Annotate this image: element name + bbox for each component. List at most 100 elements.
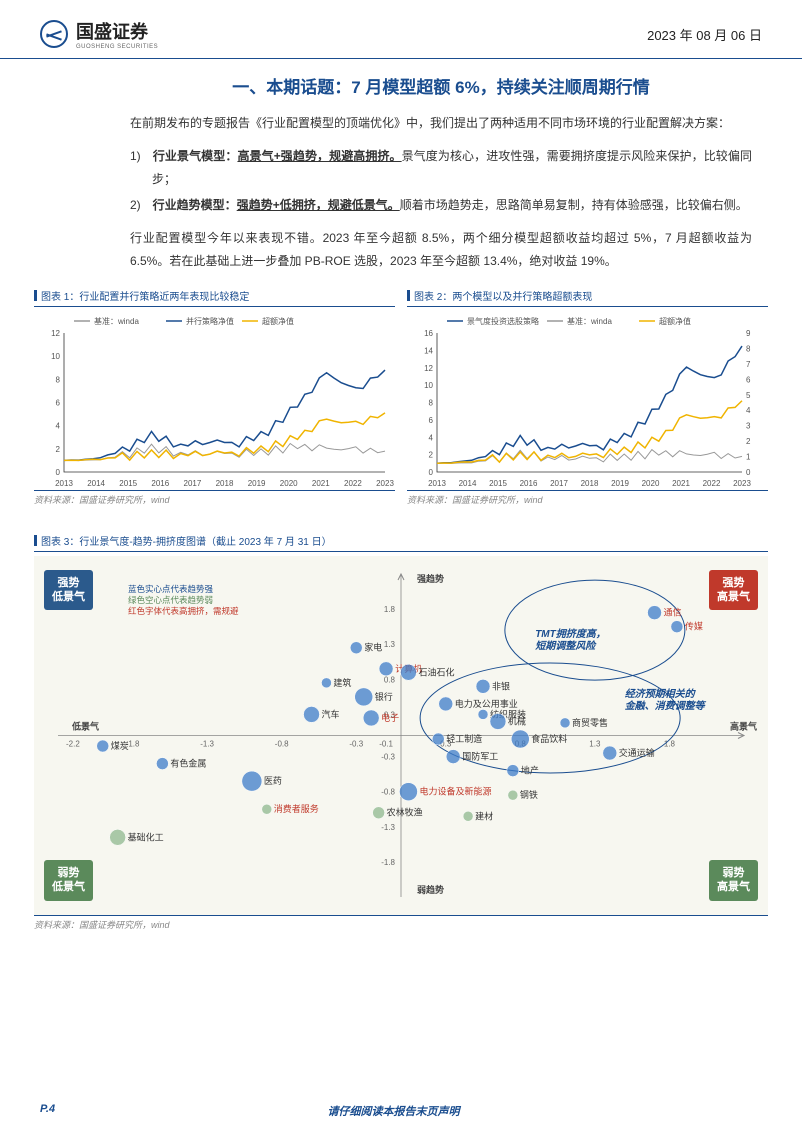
chart3-source: 资料来源：国盛证券研究所，wind xyxy=(34,916,768,931)
svg-text:蓝色实心点代表趋势强: 蓝色实心点代表趋势强 xyxy=(128,584,214,594)
chart3-block: 图表 3：行业景气度-趋势-拥挤度图谱（截止 2023 年 7 月 31 日） … xyxy=(0,506,802,931)
svg-text:家电: 家电 xyxy=(364,642,382,653)
quadrant-label: 强势高景气 xyxy=(709,570,758,611)
svg-text:消费者服务: 消费者服务 xyxy=(274,803,319,814)
svg-text:并行策略净值: 并行策略净值 xyxy=(186,316,234,326)
footer-disclaimer: 请仔细阅读本报告末页声明 xyxy=(328,1103,460,1119)
svg-text:2014: 2014 xyxy=(459,479,477,488)
intro-para: 在前期发布的专题报告《行业配置模型的顶端优化》中，我们提出了两种适用不同市场环境… xyxy=(130,112,752,135)
svg-text:农林牧渔: 农林牧渔 xyxy=(387,807,423,818)
svg-text:TMT拥挤度高，: TMT拥挤度高， xyxy=(535,628,606,640)
svg-text:传媒: 传媒 xyxy=(685,620,703,631)
svg-text:有色金属: 有色金属 xyxy=(170,757,206,768)
svg-text:12: 12 xyxy=(51,329,60,338)
svg-text:4: 4 xyxy=(429,433,434,442)
quadrant-label: 强势低景气 xyxy=(44,570,93,611)
svg-text:2019: 2019 xyxy=(248,479,266,488)
chart1-block: 图表 1：行业配置并行策略近两年表现比较稳定 基准：winda 并行策略净值 超额净… xyxy=(34,285,395,506)
svg-text:景气度投资选股策略: 景气度投资选股策略 xyxy=(467,316,539,326)
charts-row: 图表 1：行业配置并行策略近两年表现比较稳定 基准：winda 并行策略净值 超额净… xyxy=(0,273,802,506)
li1-prefix: 1) xyxy=(130,149,153,163)
svg-text:-0.8: -0.8 xyxy=(275,739,289,748)
svg-text:食品饮料: 食品饮料 xyxy=(531,733,567,744)
svg-text:轻工制造: 轻工制造 xyxy=(446,733,482,744)
svg-text:建筑: 建筑 xyxy=(333,677,351,688)
svg-text:-2.2: -2.2 xyxy=(66,739,80,748)
company-name: 国盛证券 xyxy=(76,18,158,44)
company-sub: GUOSHENG SECURITIES xyxy=(76,44,158,50)
page-number: P.4 xyxy=(40,1103,55,1119)
svg-text:2019: 2019 xyxy=(611,479,629,488)
svg-text:经济预期相关的: 经济预期相关的 xyxy=(625,688,697,700)
svg-text:8: 8 xyxy=(429,398,434,407)
svg-text:煤炭: 煤炭 xyxy=(111,740,129,751)
svg-text:超额净值: 超额净值 xyxy=(262,316,294,326)
chart1-caption: 图表 1：行业配置并行策略近两年表现比较稳定 xyxy=(34,285,395,307)
svg-text:10: 10 xyxy=(51,352,60,361)
svg-text:超额净值: 超额净值 xyxy=(659,316,691,326)
svg-text:高景气: 高景气 xyxy=(730,720,757,731)
svg-text:1.8: 1.8 xyxy=(664,739,676,748)
svg-text:交通运输: 交通运输 xyxy=(619,747,655,758)
svg-text:2016: 2016 xyxy=(520,479,538,488)
svg-text:2020: 2020 xyxy=(642,479,660,488)
svg-text:基准：winda: 基准：winda xyxy=(567,316,612,326)
svg-text:钢铁: 钢铁 xyxy=(520,789,538,800)
svg-text:基准：winda: 基准：winda xyxy=(94,316,139,326)
page-footer: P.4 请仔细阅读本报告末页声明 xyxy=(0,1103,802,1119)
chart2-canvas: 景气度投资选股策略基准：winda超额净值0246810121416012345… xyxy=(407,311,768,491)
chart1-source: 资料来源：国盛证券研究所，wind xyxy=(34,491,395,506)
svg-text:2014: 2014 xyxy=(87,479,105,488)
svg-text:10: 10 xyxy=(424,381,433,390)
svg-text:2: 2 xyxy=(746,437,751,446)
svg-text:低景气: 低景气 xyxy=(71,720,99,731)
chart3-caption: 图表 3：行业景气度-趋势-拥挤度图谱（截止 2023 年 7 月 31 日） xyxy=(34,530,768,552)
svg-text:电子: 电子 xyxy=(381,712,399,723)
svg-text:2017: 2017 xyxy=(550,479,568,488)
logo-icon xyxy=(40,20,68,48)
svg-text:6: 6 xyxy=(746,375,751,384)
svg-text:14: 14 xyxy=(424,346,433,355)
svg-text:2021: 2021 xyxy=(312,479,330,488)
page-header: 国盛证券 GUOSHENG SECURITIES 2023 年 08 月 06 … xyxy=(0,0,802,59)
svg-text:-1.3: -1.3 xyxy=(381,823,395,832)
svg-text:2013: 2013 xyxy=(428,479,446,488)
svg-text:2015: 2015 xyxy=(119,479,137,488)
quadrant-label: 弱势高景气 xyxy=(709,860,758,901)
summary-para: 行业配置模型今年以来表现不错。2023 年至今超额 8.5%，两个细分模型超额收… xyxy=(130,227,752,273)
li2-prefix: 2) xyxy=(130,198,153,212)
chart2-caption: 图表 2：两个模型以及并行策略超额表现 xyxy=(407,285,768,307)
svg-text:6: 6 xyxy=(56,398,61,407)
svg-text:-0.1: -0.1 xyxy=(379,739,393,748)
svg-text:银行: 银行 xyxy=(375,691,393,702)
chart1-canvas: 基准：winda并行策略净值超额净值0246810122013201420152… xyxy=(34,311,395,491)
svg-text:12: 12 xyxy=(424,364,433,373)
svg-text:建材: 建材 xyxy=(475,810,493,821)
li2-rest: 顺着市场趋势走，思路简单易复制，持有体验感强，比较偏右侧。 xyxy=(400,198,748,212)
svg-text:基础化工: 基础化工 xyxy=(128,831,164,842)
svg-text:2017: 2017 xyxy=(184,479,202,488)
svg-text:0: 0 xyxy=(56,468,61,477)
svg-text:2022: 2022 xyxy=(344,479,362,488)
svg-text:-0.8: -0.8 xyxy=(381,787,395,796)
svg-text:0: 0 xyxy=(429,468,434,477)
svg-text:电力及公用事业: 电力及公用事业 xyxy=(455,698,518,709)
svg-text:2023: 2023 xyxy=(376,479,394,488)
svg-text:1.8: 1.8 xyxy=(384,605,396,614)
report-date: 2023 年 08 月 06 日 xyxy=(647,25,762,44)
svg-text:7: 7 xyxy=(746,360,751,369)
list-item-1: 1) 行业景气模型：高景气+强趋势，规避高拥挤。景气度为核心，进攻性强，需要拥挤… xyxy=(130,145,752,191)
svg-text:国防军工: 国防军工 xyxy=(462,750,498,761)
svg-text:1.3: 1.3 xyxy=(589,739,601,748)
svg-text:4: 4 xyxy=(746,406,751,415)
svg-text:-1.8: -1.8 xyxy=(381,858,395,867)
svg-text:2022: 2022 xyxy=(703,479,721,488)
svg-text:2015: 2015 xyxy=(489,479,507,488)
svg-text:1.3: 1.3 xyxy=(384,640,396,649)
svg-text:2: 2 xyxy=(56,445,61,454)
svg-text:2021: 2021 xyxy=(672,479,690,488)
svg-text:0.8: 0.8 xyxy=(384,675,396,684)
svg-text:2018: 2018 xyxy=(216,479,234,488)
svg-text:石油石化: 石油石化 xyxy=(418,666,454,677)
svg-text:非银: 非银 xyxy=(492,680,510,691)
